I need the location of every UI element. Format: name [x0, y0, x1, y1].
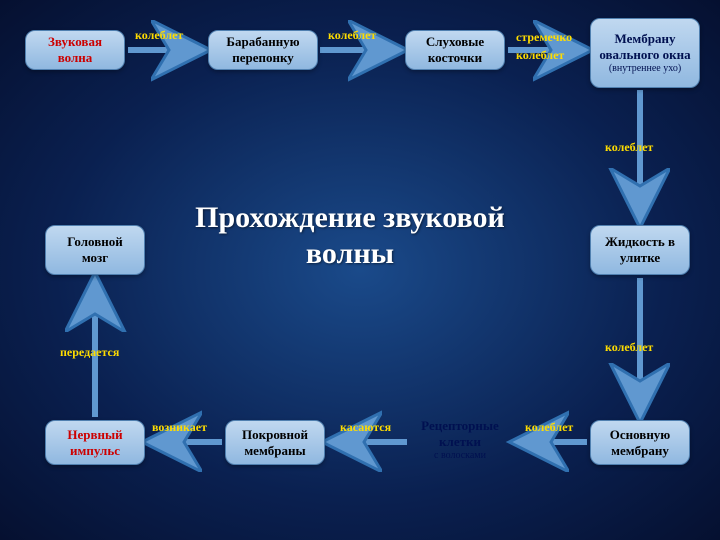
node-n7: Рецепторные клеткис волосками [410, 405, 510, 475]
diagram-title: Прохождение звуковой волны [190, 200, 510, 272]
edge-label-n9-n10: передается [60, 345, 119, 360]
edge-label-n4-n5: колеблет [605, 140, 653, 155]
edge-label-n5-n6: колеблет [605, 340, 653, 355]
node-n6: Основную мембрану [590, 420, 690, 465]
node-n4: Мембрану овального окна(внутреннее ухо) [590, 18, 700, 88]
node-n10: Головной мозг [45, 225, 145, 275]
edge-label-n3-n4: стремечкоколеблет [516, 28, 572, 64]
node-n1: Звуковая волна [25, 30, 125, 70]
edge-label-n6-n7: колеблет [525, 420, 573, 435]
node-n2: Барабанную перепонку [208, 30, 318, 70]
edge-label-n1-n2: колеблет [135, 28, 183, 43]
node-n9: Нервный импульс [45, 420, 145, 465]
edge-label-n2-n3: колеблет [328, 28, 376, 43]
node-n5: Жидкость в улитке [590, 225, 690, 275]
edge-label-n7-n8: касаются [340, 420, 391, 435]
node-n3: Слуховые косточки [405, 30, 505, 70]
node-n8: Покровной мембраны [225, 420, 325, 465]
edge-label-n8-n9: возникает [152, 420, 207, 435]
